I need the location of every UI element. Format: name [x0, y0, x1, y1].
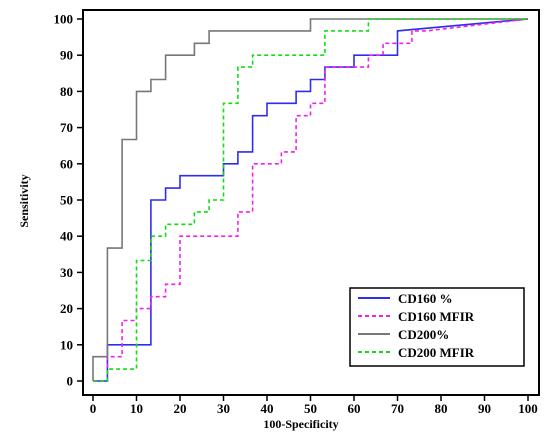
legend-label-cd200-mfir: CD200 MFIR	[398, 345, 475, 360]
legend-label-cd200-pct: CD200%	[398, 327, 449, 342]
y-tick-label: 70	[60, 120, 73, 135]
x-tick-label: 80	[435, 401, 448, 416]
x-tick-label: 50	[304, 401, 317, 416]
y-tick-label: 90	[60, 48, 73, 63]
series-layer	[92, 18, 529, 382]
ticks-layer: 0 10 20 30 40 50 60 70 80 90 100 0 10 20 30 40 50 60 70 80 9…	[54, 12, 538, 417]
y-tick-label: 60	[60, 156, 73, 171]
x-tick-label: 40	[261, 401, 274, 416]
x-tick-label: 30	[217, 401, 230, 416]
x-axis-title: 100-Specificity	[263, 417, 338, 431]
x-tick-label: 10	[130, 401, 143, 416]
y-tick-label: 0	[67, 374, 74, 389]
y-tick-label: 40	[60, 229, 73, 244]
y-tick-label: 100	[54, 12, 74, 27]
x-tick-label: 100	[518, 401, 538, 416]
legend: CD160 % CD160 MFIR CD200% CD200 MFIR	[349, 287, 525, 367]
legend-label-cd160-pct: CD160 %	[398, 291, 453, 306]
x-tick-label: 20	[174, 401, 187, 416]
y-axis-title: Sensitivity	[17, 174, 31, 227]
x-tick-label: 0	[90, 401, 97, 416]
series-line-cd200-pct	[92, 18, 528, 381]
y-tick-label: 50	[60, 193, 73, 208]
series-line-cd200-mfir	[93, 18, 528, 382]
y-tick-label: 20	[60, 301, 73, 316]
y-tick-label: 80	[60, 84, 73, 99]
x-tick-label: 90	[478, 401, 491, 416]
y-tick-label: 10	[60, 337, 73, 352]
y-tick-label: 30	[60, 265, 73, 280]
x-tick-label: 60	[348, 401, 361, 416]
x-tick-label: 70	[391, 401, 404, 416]
legend-label-cd160-mfir: CD160 MFIR	[398, 309, 475, 324]
